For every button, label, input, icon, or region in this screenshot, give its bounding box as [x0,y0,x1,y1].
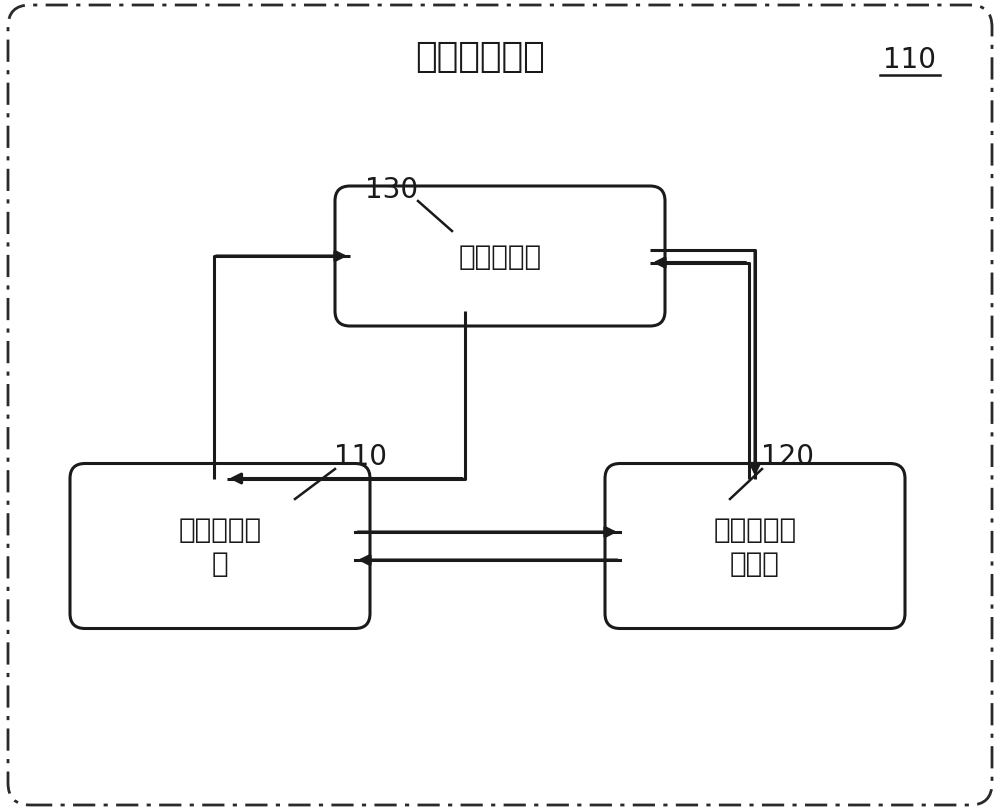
Text: 用户预约端: 用户预约端 [458,242,542,271]
FancyBboxPatch shape [70,464,370,629]
Text: 用户信息配
置平台: 用户信息配 置平台 [713,515,797,577]
Text: 信息配置平
台: 信息配置平 台 [178,515,262,577]
Text: 130: 130 [365,176,419,204]
Text: 110: 110 [884,46,936,74]
FancyBboxPatch shape [335,187,665,327]
Text: 120: 120 [762,443,814,470]
Text: 健康体检系统: 健康体检系统 [415,40,545,74]
FancyBboxPatch shape [605,464,905,629]
Text: 110: 110 [334,443,387,470]
FancyBboxPatch shape [8,6,992,805]
